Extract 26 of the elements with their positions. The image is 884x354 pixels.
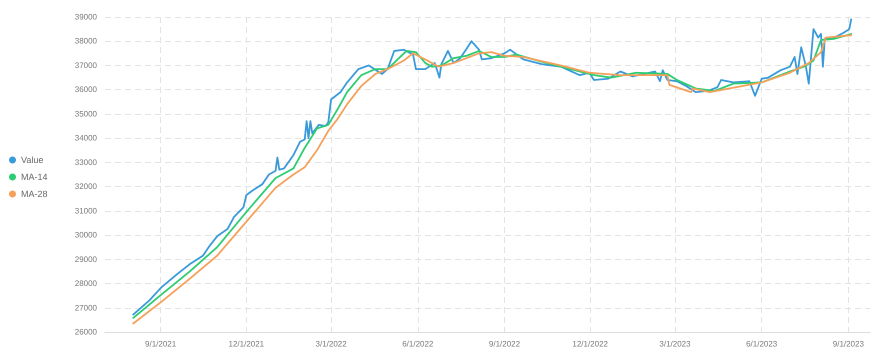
x-tick-label: 3/1/2022 (316, 340, 348, 348)
x-tick-label: 6/1/2022 (402, 340, 434, 348)
y-tick-label: 31000 (74, 206, 98, 216)
x-tick-label: 6/1/2023 (746, 340, 778, 348)
y-tick-label: 37000 (74, 60, 98, 70)
y-tick-label: 39000 (74, 12, 98, 22)
legend-label: MA-28 (21, 189, 48, 199)
y-tick-label: 36000 (74, 85, 98, 94)
x-tick-label: 12/1/2022 (572, 340, 609, 348)
y-tick-label: 26000 (74, 328, 98, 336)
y-tick-label: 29000 (74, 254, 98, 264)
y-tick-label: 30000 (74, 230, 98, 240)
y-tick-label: 38000 (74, 36, 98, 46)
y-tick-label: 34000 (74, 134, 98, 143)
x-tick-label: 12/1/2021 (228, 340, 265, 348)
y-tick-label: 33000 (74, 158, 98, 167)
x-tick-label: 9/1/2021 (145, 340, 177, 348)
y-tick-label: 32000 (74, 182, 98, 192)
y-tick-label: 35000 (74, 109, 98, 118)
legend-label: Value (21, 155, 44, 165)
y-tick-label: 28000 (74, 279, 98, 288)
x-tick-label: 9/1/2022 (488, 340, 521, 348)
legend-label: MA-14 (21, 172, 48, 182)
x-tick-label: 3/1/2023 (659, 340, 692, 348)
x-tick-label: 9/1/2023 (832, 340, 864, 348)
y-tick-label: 27000 (74, 303, 98, 312)
